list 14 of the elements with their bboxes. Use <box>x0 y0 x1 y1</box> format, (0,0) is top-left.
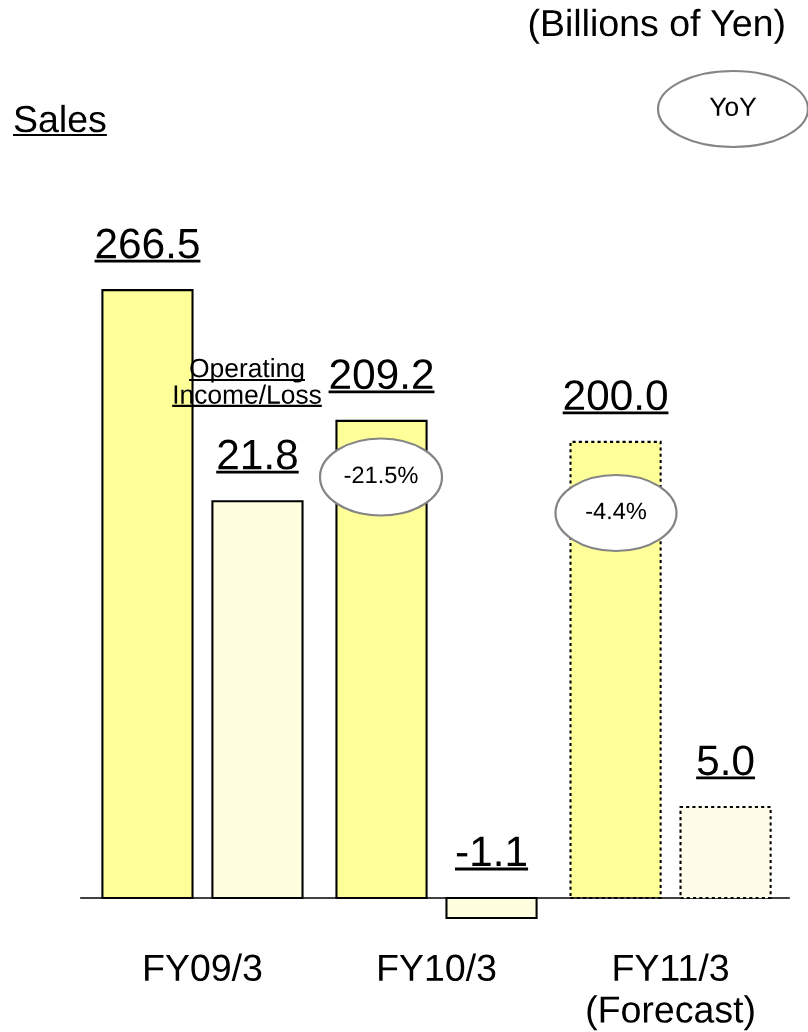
data-label: 5.0 <box>697 745 754 776</box>
data-label: 200.0 <box>564 380 667 411</box>
data-label: -1.1 <box>456 836 526 866</box>
data-label: 266.5 <box>96 228 199 259</box>
x-tick-label: FY11/3 (Forecast) <box>587 953 754 1031</box>
text: (Billions of Yen) <box>529 8 784 44</box>
annotation: -4.4% <box>586 502 646 520</box>
data-label: 21.8 <box>218 439 297 470</box>
x-tick-label: FY09/3 <box>145 953 262 982</box>
text: YoY <box>709 97 757 117</box>
annotation: -21.5% <box>344 466 418 484</box>
text: Sales <box>14 104 106 133</box>
data-label: 209.2 <box>330 359 433 390</box>
x-tick-label: FY10/3 <box>379 953 496 982</box>
